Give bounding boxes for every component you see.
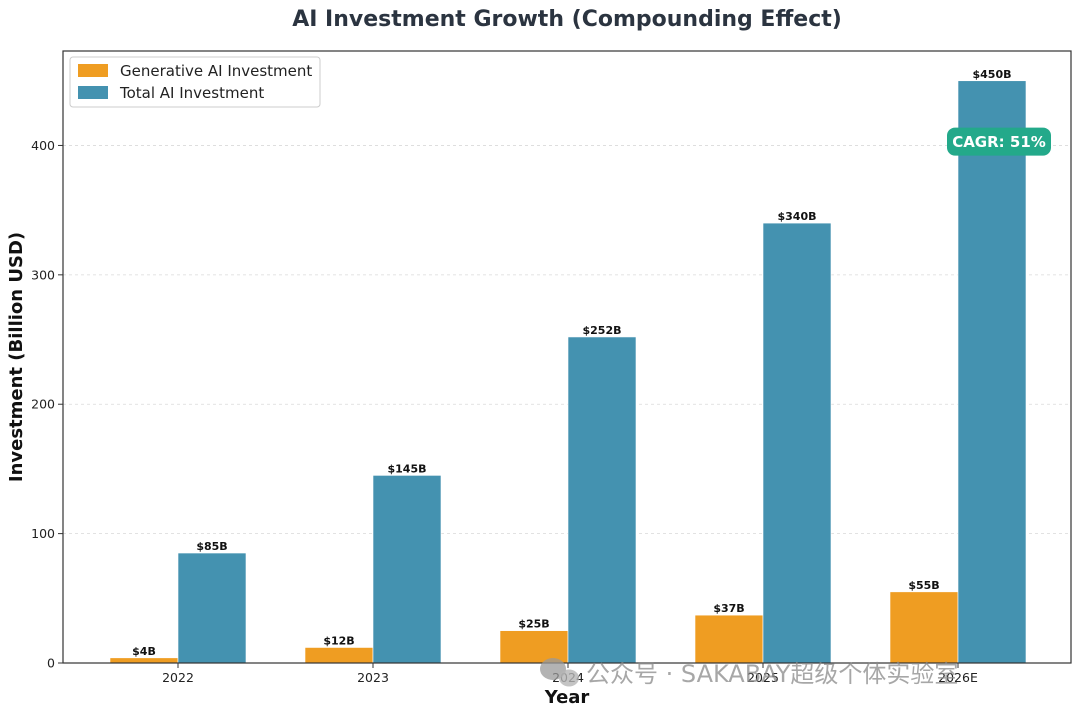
x-tick-label: 2025 <box>747 670 779 685</box>
legend-entry: Total AI Investment <box>119 84 264 102</box>
bar-value-label: $145B <box>388 462 427 475</box>
legend-swatch <box>78 86 108 99</box>
data-labels: $4B $12B $25B $37B $55B $85B $145B $252B $340B $4… <box>132 68 1011 658</box>
bar-value-label: $252B <box>583 324 622 337</box>
wechat-bubble-small <box>559 669 579 687</box>
y-axis-ticks: 0 100 200 300 400 <box>31 138 63 671</box>
total-ai-bar <box>762 222 832 664</box>
bar-value-label: $85B <box>196 540 227 553</box>
plot-frame <box>62 50 1072 664</box>
x-tick-label: 2026E <box>938 670 978 685</box>
chart-title: AI Investment Growth (Compounding Effect… <box>292 7 842 32</box>
y-tick-label: 300 <box>31 267 55 282</box>
wechat-bubble-large <box>540 658 566 680</box>
total-ai-bar <box>177 552 247 664</box>
y-axis-label: Investment (Billion USD) <box>6 232 27 482</box>
total-ai-bar <box>372 475 442 664</box>
cagr-badge <box>947 127 1051 156</box>
y-tick-label: 200 <box>31 397 55 412</box>
bars <box>109 80 1027 664</box>
bar-value-label: $4B <box>132 645 156 658</box>
watermark-text: 公众号 · SAKABAY超级个体实验室 <box>586 660 958 688</box>
bar-value-label: $25B <box>518 618 549 631</box>
y-tick-label: 100 <box>31 526 55 541</box>
generative-ai-bar <box>499 630 569 664</box>
bar-value-label: $37B <box>713 602 744 615</box>
wechat-icon <box>540 658 579 687</box>
cagr-label: CAGR: 51% <box>952 133 1046 151</box>
bar-value-label: $450B <box>973 68 1012 81</box>
legend-swatch <box>78 64 108 77</box>
generative-ai-bar <box>889 591 959 664</box>
watermark: 公众号 · SAKABAY超级个体实验室 <box>540 658 958 688</box>
x-axis-label: Year <box>544 687 590 708</box>
generative-ai-bar <box>109 657 179 664</box>
total-ai-bar <box>957 80 1027 664</box>
generative-ai-bar <box>694 614 764 664</box>
cagr-annotation: CAGR: 51% <box>947 127 1051 156</box>
y-tick-label: 400 <box>31 138 55 153</box>
x-tick-label: 2022 <box>162 670 194 685</box>
legend-box <box>69 56 321 108</box>
bar-value-label: $340B <box>778 210 817 223</box>
generative-ai-bar <box>304 647 374 664</box>
legend-entry: Generative AI Investment <box>120 62 312 80</box>
legend: Generative AI Investment Total AI Investm… <box>69 56 321 108</box>
y-tick-label: 0 <box>47 656 55 671</box>
bar-value-label: $12B <box>323 634 354 647</box>
x-tick-label: 2023 <box>357 670 389 685</box>
bar-value-label: $55B <box>908 579 939 592</box>
total-ai-bar <box>567 336 637 664</box>
grid-lines <box>63 145 1071 535</box>
